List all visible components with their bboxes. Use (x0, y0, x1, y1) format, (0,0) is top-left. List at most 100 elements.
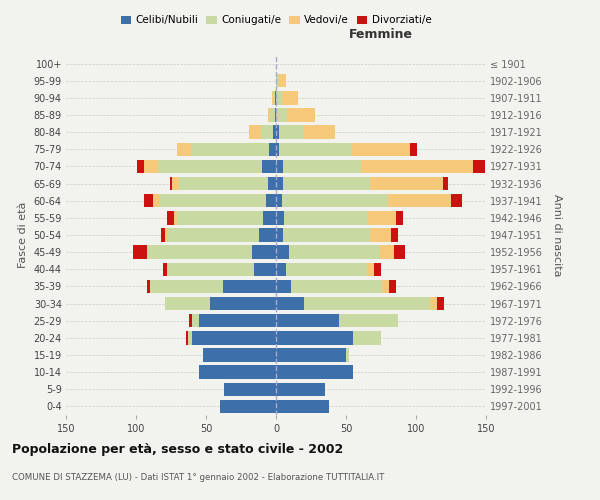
Bar (210, 297, 276, 310)
Bar (252, 246, 276, 259)
Bar (166, 297, 210, 310)
Bar (166, 228, 168, 241)
Bar (284, 211, 368, 224)
Bar (283, 177, 370, 190)
Bar (269, 142, 276, 156)
Bar (443, 177, 448, 190)
Bar (260, 126, 273, 139)
Bar (281, 194, 388, 207)
Bar (276, 382, 325, 396)
Bar (283, 160, 361, 173)
Bar (273, 126, 276, 139)
Legend: Celibi/Nubili, Coniugati/e, Vedovi/e, Divorziati/e: Celibi/Nubili, Coniugati/e, Vedovi/e, Di… (119, 14, 433, 28)
Bar (370, 177, 443, 190)
Bar (268, 108, 271, 122)
Bar (437, 297, 444, 310)
Bar (167, 262, 254, 276)
Bar (192, 331, 276, 344)
Bar (170, 177, 172, 190)
Bar (276, 194, 281, 207)
Bar (394, 246, 405, 259)
Bar (163, 262, 167, 276)
Bar (361, 160, 473, 173)
Bar (161, 228, 166, 241)
Bar (145, 160, 158, 173)
Bar (276, 366, 353, 379)
Bar (276, 228, 283, 241)
Bar (304, 126, 335, 139)
Bar (199, 366, 276, 379)
Bar (137, 160, 145, 173)
Bar (276, 142, 279, 156)
Bar (263, 211, 276, 224)
Text: Femmine: Femmine (349, 28, 413, 40)
Bar (346, 348, 349, 362)
Bar (281, 91, 298, 104)
Bar (473, 160, 485, 173)
Bar (352, 142, 410, 156)
Bar (276, 108, 287, 122)
Bar (179, 177, 268, 190)
Bar (289, 246, 380, 259)
Bar (153, 194, 160, 207)
Bar (410, 142, 418, 156)
Bar (259, 228, 276, 241)
Y-axis label: Fasce di età: Fasce di età (18, 202, 28, 268)
Bar (271, 108, 275, 122)
Bar (374, 262, 381, 276)
Bar (176, 142, 191, 156)
Bar (262, 160, 276, 173)
Bar (220, 400, 276, 413)
Bar (292, 280, 382, 293)
Bar (174, 211, 176, 224)
Bar (451, 194, 462, 207)
Bar (339, 314, 398, 328)
Bar (353, 331, 381, 344)
Bar (147, 246, 252, 259)
Text: Popolazione per età, sesso e stato civile - 2002: Popolazione per età, sesso e stato civil… (12, 442, 343, 456)
Bar (203, 348, 276, 362)
Bar (276, 400, 329, 413)
Bar (273, 91, 275, 104)
Bar (368, 211, 397, 224)
Bar (304, 297, 430, 310)
Bar (266, 194, 276, 207)
Bar (276, 74, 279, 88)
Bar (276, 246, 289, 259)
Bar (172, 177, 179, 190)
Bar (276, 280, 292, 293)
Bar (133, 246, 147, 259)
Bar (388, 194, 451, 207)
Bar (276, 331, 353, 344)
Bar (250, 126, 260, 139)
Bar (276, 211, 284, 224)
Bar (276, 348, 346, 362)
Bar (276, 297, 304, 310)
Bar (382, 280, 389, 293)
Bar (276, 160, 283, 173)
Bar (389, 280, 397, 293)
Bar (397, 211, 403, 224)
Bar (147, 280, 150, 293)
Bar (187, 331, 188, 344)
Bar (287, 108, 315, 122)
Bar (192, 314, 199, 328)
Bar (276, 91, 281, 104)
Bar (168, 228, 259, 241)
Bar (279, 126, 304, 139)
Bar (276, 262, 286, 276)
Bar (150, 280, 223, 293)
Bar (160, 194, 266, 207)
Bar (272, 91, 273, 104)
Y-axis label: Anni di nascita: Anni di nascita (553, 194, 562, 276)
Bar (268, 177, 276, 190)
Bar (189, 314, 192, 328)
Bar (145, 194, 153, 207)
Bar (188, 331, 192, 344)
Bar (276, 126, 279, 139)
Bar (167, 211, 174, 224)
Bar (191, 142, 269, 156)
Bar (223, 280, 276, 293)
Bar (275, 91, 276, 104)
Bar (430, 297, 437, 310)
